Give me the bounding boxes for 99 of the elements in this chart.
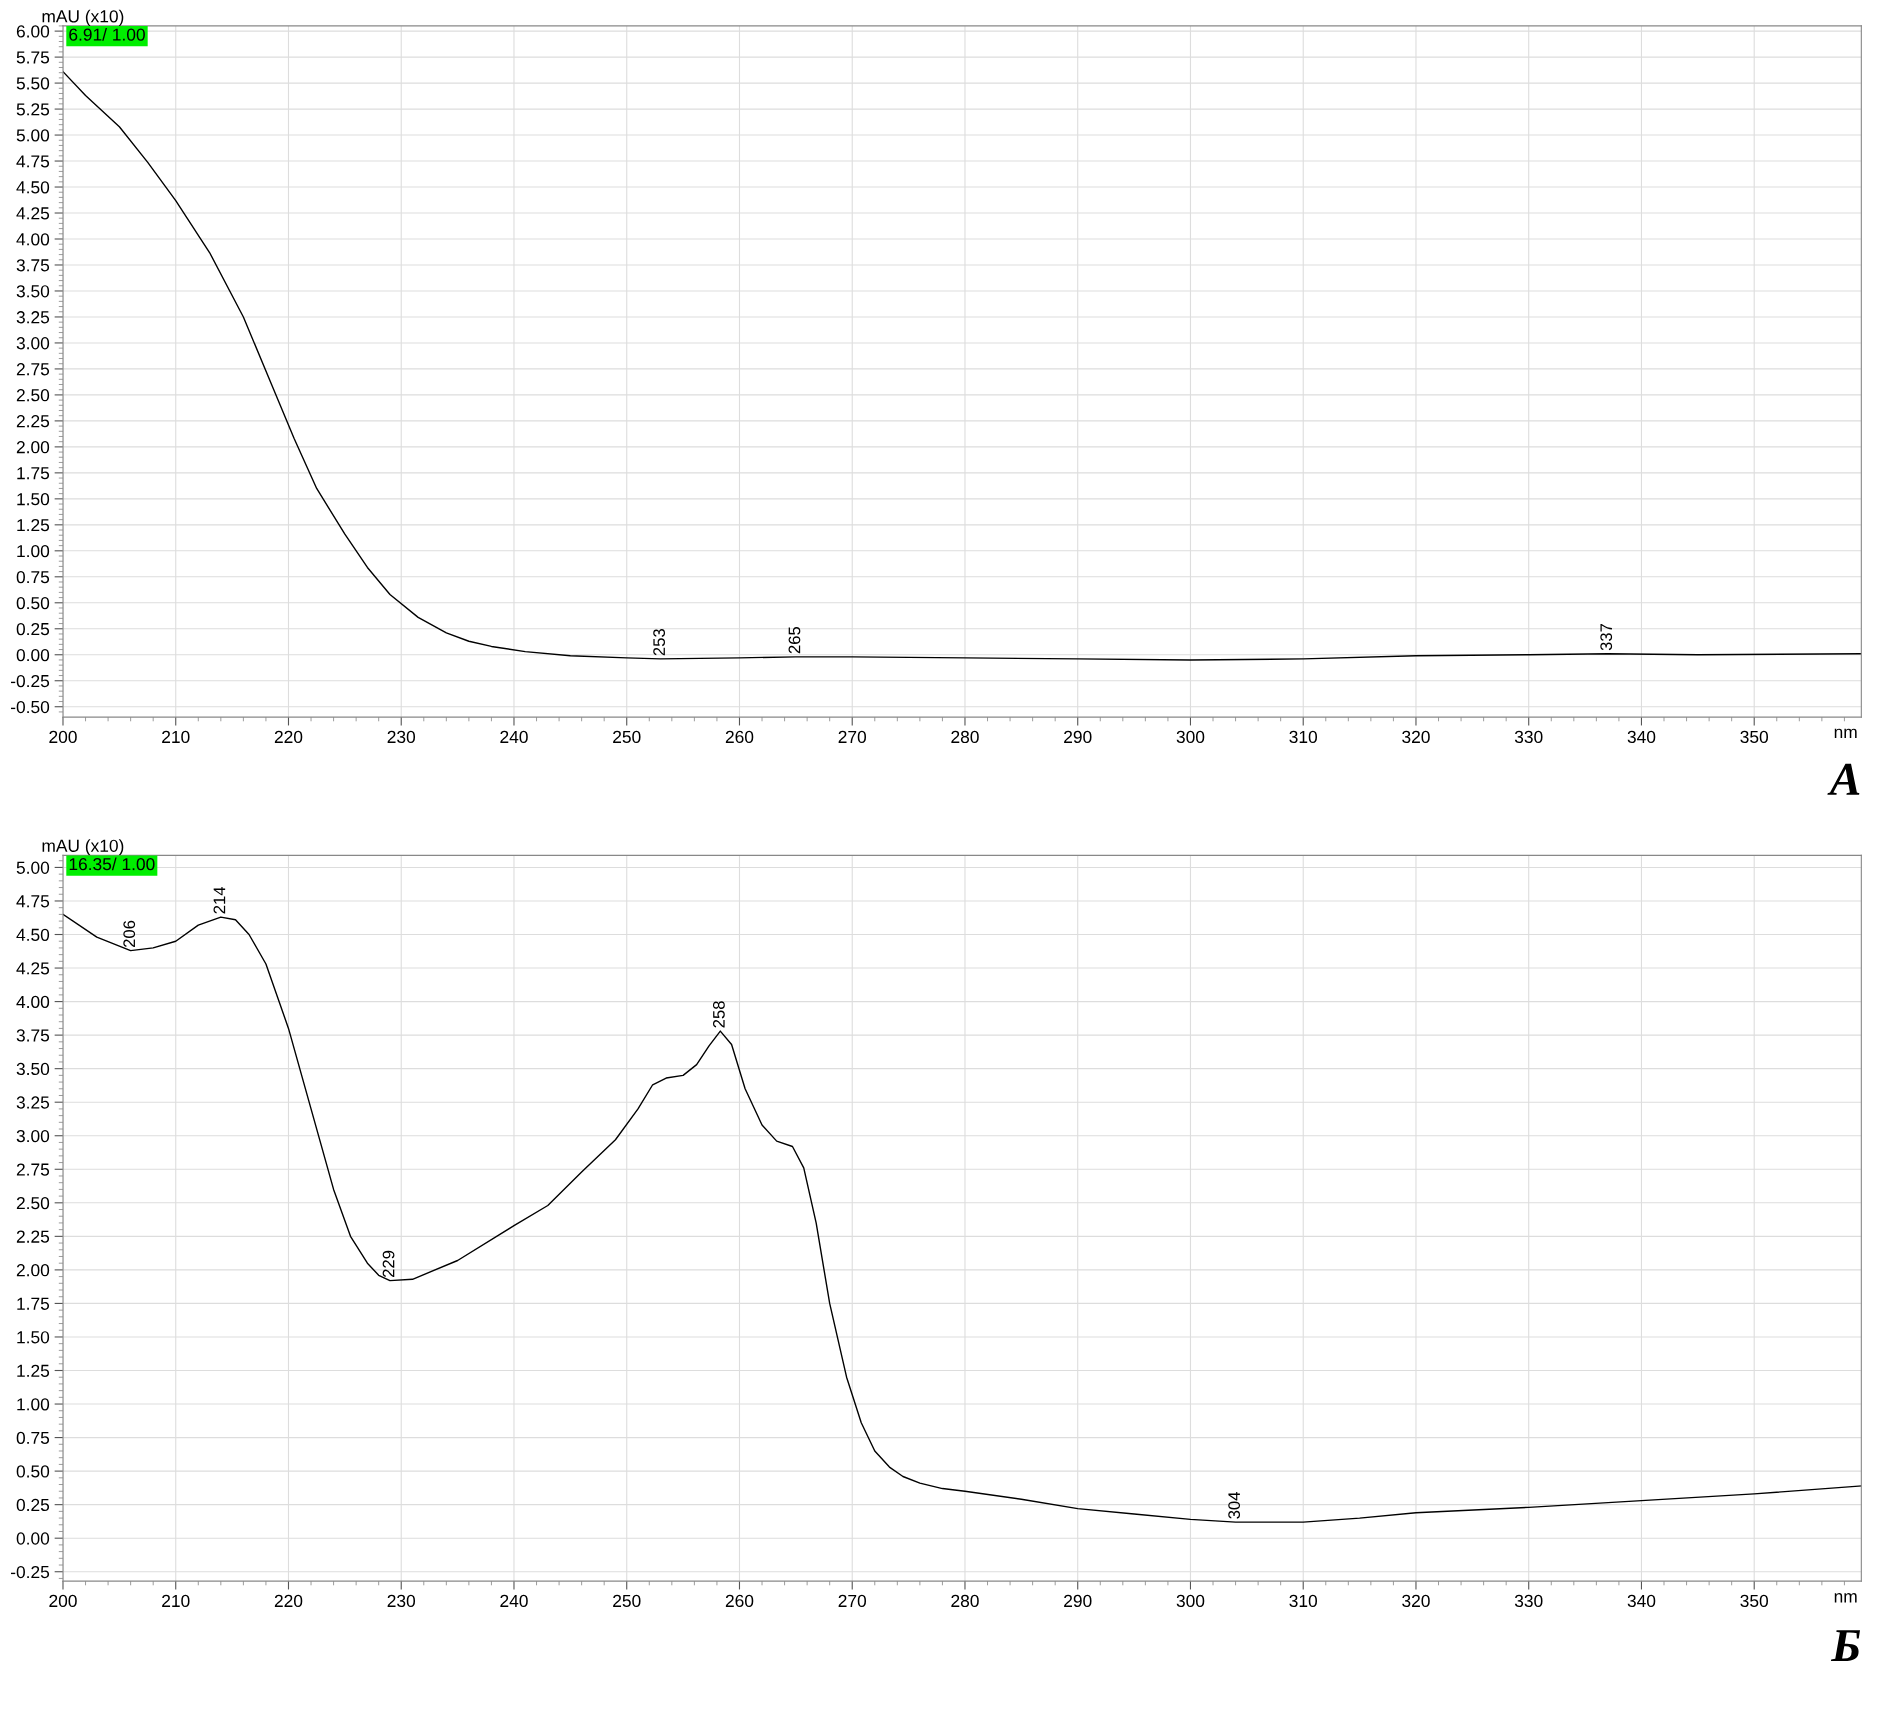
x-tick-label: 290 bbox=[1064, 730, 1092, 744]
text: Б bbox=[1830, 1630, 1861, 1662]
annotation: 337 bbox=[1600, 623, 1613, 651]
x-tick-label: 320 bbox=[1402, 1594, 1430, 1608]
y-tick-label: 3.25 bbox=[16, 1096, 50, 1109]
x-tick-label: 320 bbox=[1402, 730, 1430, 744]
y-tick-label: 5.00 bbox=[16, 129, 50, 142]
x-tick-label: 210 bbox=[162, 1594, 190, 1608]
y-tick-label: -0.50 bbox=[11, 700, 50, 714]
y-tick-label: 5.50 bbox=[16, 77, 50, 90]
y-tick-label: 0.50 bbox=[16, 1465, 50, 1478]
x-tick-label: 270 bbox=[838, 730, 867, 744]
x-tick-label: 330 bbox=[1514, 1594, 1543, 1608]
annotation: 206 bbox=[123, 920, 136, 947]
annotation: 253 bbox=[653, 629, 666, 656]
x-tick-label: 250 bbox=[613, 730, 641, 744]
y-tick-label: 3.75 bbox=[16, 1029, 50, 1042]
y-tick-label: 6.00 bbox=[16, 25, 50, 38]
y-tick-label: 2.25 bbox=[16, 1230, 50, 1243]
y-tick-label: 4.25 bbox=[16, 207, 50, 220]
line-series bbox=[62, 70, 1862, 661]
y-tick-label: 4.00 bbox=[16, 995, 50, 1009]
y-tick-label: 0.00 bbox=[16, 648, 50, 662]
x-tick-label: 220 bbox=[274, 1594, 303, 1608]
x-tick-label: 310 bbox=[1289, 730, 1318, 744]
x-tick-label: 300 bbox=[1176, 730, 1205, 744]
y-tick-label: 1.00 bbox=[17, 1398, 50, 1411]
y-tick-label: 2.00 bbox=[16, 1264, 50, 1277]
annotation: 258 bbox=[712, 1001, 725, 1028]
y-tick-label: -0.25 bbox=[11, 674, 50, 688]
x-tick-label: 260 bbox=[725, 730, 754, 744]
x-tick-label: 270 bbox=[838, 1594, 867, 1608]
x-tick-label: 350 bbox=[1740, 730, 1769, 744]
x-tick-label: 220 bbox=[274, 730, 303, 744]
y-tick-label: 3.50 bbox=[16, 285, 50, 298]
y-tick-label: 3.75 bbox=[16, 259, 50, 272]
y-tick-label: 2.75 bbox=[16, 363, 50, 376]
x-tick-label: 260 bbox=[725, 1594, 754, 1608]
y-tick-label: 1.00 bbox=[17, 544, 50, 558]
y-axis-title: mAU (x10) bbox=[42, 839, 124, 856]
y-tick-label: 2.50 bbox=[16, 1196, 50, 1210]
y-tick-label: 5.25 bbox=[16, 103, 50, 116]
annotation: 265 bbox=[788, 626, 801, 654]
x-axis-title: nm bbox=[1834, 1593, 1857, 1603]
x-tick-label: 200 bbox=[49, 1594, 77, 1608]
x-tick-label: 280 bbox=[951, 730, 979, 744]
y-tick-label: 2.00 bbox=[16, 441, 50, 454]
y-tick-label: 3.25 bbox=[16, 311, 50, 324]
y-tick-label: 4.00 bbox=[16, 233, 50, 246]
x-tick-label: 240 bbox=[500, 730, 528, 744]
annotation: 16.35/ 1.00 bbox=[69, 857, 155, 871]
y-tick-label: 0.75 bbox=[16, 570, 50, 584]
annotation: 229 bbox=[382, 1250, 395, 1277]
x-tick-label: 340 bbox=[1627, 730, 1656, 744]
x-tick-label: 340 bbox=[1627, 1594, 1656, 1608]
y-tick-label: 2.50 bbox=[16, 389, 50, 402]
y-tick-label: 0.00 bbox=[16, 1532, 50, 1545]
y-tick-label: 4.75 bbox=[16, 895, 50, 908]
y-tick-label: 4.50 bbox=[16, 928, 50, 941]
annotation: 6.91/ 1.00 bbox=[69, 27, 145, 41]
x-tick-label: 200 bbox=[49, 730, 77, 744]
y-tick-label: 1.25 bbox=[17, 1364, 50, 1377]
y-tick-label: 2.75 bbox=[16, 1163, 50, 1176]
y-tick-label: 1.50 bbox=[17, 1331, 50, 1344]
x-tick-label: 240 bbox=[500, 1594, 528, 1608]
y-tick-label: 1.50 bbox=[17, 493, 50, 506]
y-tick-label: 0.50 bbox=[16, 596, 50, 610]
y-tick-label: 3.00 bbox=[16, 1129, 50, 1143]
annotation: 214 bbox=[213, 886, 226, 914]
y-tick-label: 4.75 bbox=[16, 155, 50, 168]
x-tick-label: 300 bbox=[1176, 1594, 1205, 1608]
x-tick-label: 280 bbox=[951, 1594, 979, 1608]
y-tick-label: -0.25 bbox=[11, 1565, 50, 1579]
y-tick-label: 4.50 bbox=[16, 181, 50, 194]
x-tick-label: 250 bbox=[613, 1594, 641, 1608]
x-tick-label: 350 bbox=[1740, 1594, 1769, 1608]
y-tick-label: 0.25 bbox=[16, 622, 50, 636]
x-tick-label: 230 bbox=[387, 1594, 416, 1608]
x-tick-label: 230 bbox=[387, 730, 416, 744]
y-tick-label: 3.50 bbox=[16, 1062, 50, 1076]
y-tick-label: 3.00 bbox=[16, 337, 50, 350]
y-tick-label: 5.00 bbox=[16, 861, 50, 874]
x-tick-label: 290 bbox=[1064, 1594, 1092, 1608]
y-tick-label: 5.75 bbox=[16, 51, 50, 64]
y-tick-label: 1.25 bbox=[17, 519, 50, 532]
y-tick-label: 0.25 bbox=[16, 1498, 50, 1512]
x-tick-label: 310 bbox=[1289, 1594, 1318, 1608]
y-axis-title: mAU (x10) bbox=[42, 9, 124, 26]
y-tick-label: 1.75 bbox=[17, 1297, 50, 1310]
line-series bbox=[62, 913, 1862, 1523]
y-tick-label: 2.25 bbox=[16, 415, 50, 428]
x-axis-title: nm bbox=[1834, 728, 1857, 738]
annotation: 304 bbox=[1228, 1492, 1241, 1519]
text: А bbox=[1827, 763, 1860, 795]
y-tick-label: 1.75 bbox=[17, 467, 50, 480]
y-tick-label: 4.25 bbox=[16, 962, 50, 975]
x-tick-label: 330 bbox=[1514, 730, 1543, 744]
y-tick-label: 0.75 bbox=[16, 1431, 50, 1445]
x-tick-label: 210 bbox=[162, 730, 190, 744]
